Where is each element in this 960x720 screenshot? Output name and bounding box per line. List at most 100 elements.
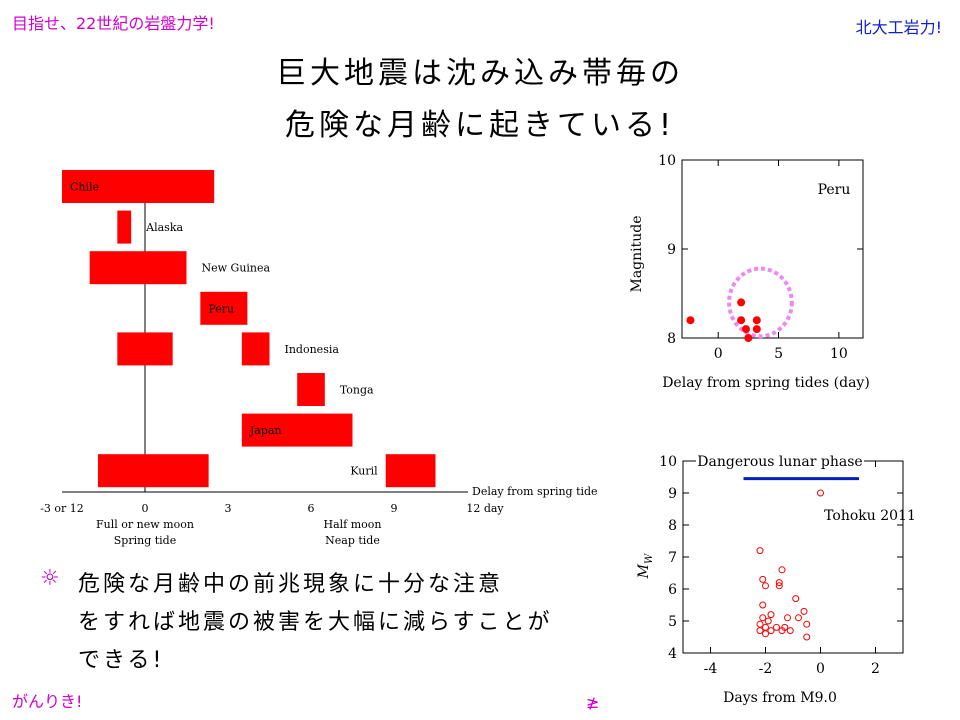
- tohoku-x-axis-label: Days from M9.0: [723, 690, 837, 706]
- tohoku-y-tick-label: 8: [668, 518, 677, 534]
- peru-point: [741, 325, 750, 334]
- bar-kuril-0: [97, 454, 209, 488]
- bar-tick-label: 3: [225, 502, 232, 515]
- peru-point: [737, 316, 746, 325]
- tohoku-y-tick-label: 7: [668, 550, 677, 566]
- bar-chile-0: [62, 170, 215, 203]
- bar-x-note-line2: Spring tide: [114, 534, 176, 547]
- bar-indonesia-0: [117, 332, 173, 366]
- peru-y-axis-label: Magnitude: [629, 215, 645, 292]
- peru-x-axis-label: Delay from spring tides (day): [662, 375, 870, 391]
- peru-y-tick-label: 9: [667, 242, 676, 258]
- bar-tick-label: -3 or 12: [40, 502, 84, 515]
- tohoku-point: [767, 611, 775, 619]
- tohoku-point: [773, 623, 780, 631]
- bar-tick-label: 12 day: [466, 502, 504, 515]
- tohoku-plot-frame: [682, 460, 904, 654]
- peru-point: [752, 325, 761, 334]
- tohoku-point: [795, 614, 802, 622]
- tohoku-point: [759, 614, 767, 622]
- tohoku-x-tick-label: 0: [816, 661, 825, 677]
- delay-bar-chart: Chile Alaska New Guinea Peru Indonesia Tonga J…: [40, 170, 598, 547]
- bar-kuril-1: [385, 454, 436, 488]
- peru-scatter-chart: 0 5 10 8 9 10 Peru Delay from spring tides (day…: [629, 153, 870, 391]
- bottom-mark: ≱: [586, 693, 600, 712]
- tohoku-point: [803, 620, 811, 628]
- bar-label-peru: Peru: [208, 302, 234, 315]
- tohoku-point: [803, 633, 811, 641]
- tohoku-point: [775, 582, 783, 590]
- tohoku-x-tick-label: -2: [759, 661, 773, 677]
- tohoku-scatter-chart: -4 -2 0 2 4 5 6 7 8 9 10 Dangerous lunar phase Tohok…: [636, 452, 916, 706]
- tohoku-point: [784, 614, 791, 622]
- peru-x-tick-label: 5: [774, 346, 783, 362]
- tohoku-point: [792, 595, 800, 603]
- bar-x-axis-label: Delay from spring tide: [472, 485, 598, 498]
- tohoku-band-label: Dangerous lunar phase: [697, 454, 862, 470]
- bar-peru-0: [200, 291, 248, 325]
- bar-x-note-line1: Full or new moon: [96, 518, 194, 531]
- tohoku-point: [817, 489, 824, 497]
- tohoku-point: [756, 627, 764, 635]
- peru-annotation: Peru: [818, 182, 851, 198]
- bar-tick-label: 9: [391, 502, 398, 515]
- bar-tick-label: 6: [308, 502, 315, 515]
- tohoku-y-axis-label-main: M: [636, 563, 652, 579]
- tohoku-y-tick-label: 4: [668, 646, 677, 662]
- tohoku-point: [786, 627, 794, 635]
- bar-x-note-line1: Half moon: [324, 518, 382, 531]
- tohoku-point: [767, 627, 775, 635]
- tohoku-point: [800, 607, 808, 615]
- tohoku-point: [778, 566, 786, 574]
- tohoku-point: [762, 630, 769, 638]
- peru-highlight-circle: [727, 266, 794, 339]
- bar-tick-label: 0: [142, 502, 149, 515]
- bar-new-guinea-0: [89, 251, 187, 285]
- tohoku-point: [756, 547, 764, 555]
- slide-title-line1: 巨大地震は沈み込み帯毎の: [276, 56, 684, 91]
- peru-x-tick-label: 10: [830, 346, 848, 362]
- tohoku-point: [756, 620, 764, 628]
- peru-y-tick-label: 10: [658, 153, 676, 169]
- bar-label-indonesia: Indonesia: [285, 343, 340, 356]
- slide-title-line2: 危険な月齢に起きている!: [284, 108, 676, 143]
- bar-label-japan: Japan: [249, 424, 282, 437]
- tohoku-y-tick-label: 6: [668, 582, 677, 598]
- bottom-left-slogan: がんりき!: [12, 692, 83, 711]
- bar-label-new-guinea: New Guinea: [202, 262, 271, 275]
- note-line1: 危険な月齢中の前兆現象に十分な注意: [78, 572, 504, 597]
- tohoku-x-tick-label: -4: [704, 661, 718, 677]
- peru-y-tick-label: 8: [667, 331, 676, 347]
- bar-indonesia-1: [241, 332, 270, 366]
- bar-japan-0: [241, 413, 353, 447]
- tohoku-y-axis-label: MW: [636, 553, 655, 579]
- note-line3: できる!: [78, 648, 165, 673]
- tohoku-point: [775, 579, 783, 587]
- bar-x-note-line2: Neap tide: [325, 534, 380, 547]
- note-line2: をすれば地震の被害を大幅に減らすことが: [78, 610, 553, 635]
- peru-x-tick-label: 0: [714, 346, 723, 362]
- tohoku-annotation: Tohoku 2011: [824, 508, 916, 524]
- peru-point: [744, 334, 753, 342]
- tohoku-x-tick-label: 2: [871, 661, 880, 677]
- tohoku-band-label-bg: [696, 452, 864, 470]
- bar-label-alaska: Alaska: [145, 221, 183, 234]
- top-right-lab-name: 北大工岩力!: [855, 18, 942, 37]
- tohoku-y-tick-label: 5: [668, 614, 677, 630]
- tohoku-y-tick-label: 9: [668, 486, 677, 502]
- tohoku-point: [759, 601, 767, 609]
- bar-label-chile: Chile: [70, 181, 99, 194]
- tohoku-point: [759, 575, 767, 583]
- peru-point: [737, 298, 746, 307]
- tohoku-y-tick-label: 10: [659, 454, 677, 470]
- tohoku-point: [762, 623, 769, 631]
- tohoku-point: [781, 623, 789, 631]
- bar-tonga-0: [297, 373, 325, 406]
- peru-point: [686, 316, 695, 325]
- peru-point: [752, 316, 761, 325]
- tohoku-y-axis-label-sub: W: [644, 553, 655, 564]
- tohoku-point: [764, 617, 772, 625]
- sun-bullet-icon: ☼: [40, 566, 63, 591]
- bar-alaska-0: [117, 210, 132, 244]
